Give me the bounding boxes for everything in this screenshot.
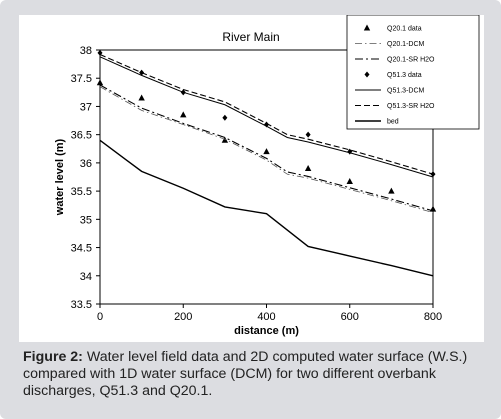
series-q20-1-data-point (96, 79, 104, 86)
x-tick-label: 800 (424, 311, 442, 323)
series-q20-1-data-point (304, 165, 312, 172)
x-tick-label: 600 (341, 311, 359, 323)
legend-q20-1-dcm-label: Q20.1-DCM (387, 41, 425, 48)
x-axis-label: distance (m) (234, 325, 299, 337)
legend-q20-1-data-label: Q20.1 data (387, 26, 422, 33)
series-bed-line (99, 139, 434, 277)
figure-caption: Figure 2: Water level field data and 2D … (23, 349, 493, 400)
y-tick-label: 36 (80, 158, 92, 170)
y-tick-label: 33.5 (71, 299, 92, 311)
caption-text: Water level field data and 2D computed w… (23, 349, 468, 399)
series-q20-1-sr-h2o-line (99, 84, 434, 212)
legend-box (346, 15, 480, 130)
series-q51-3-data-point (97, 49, 103, 56)
chart-svg: 33.5 34 34.5 35 35.5 36 36.5 37 37.5 38 0 200 400 600… (54, 15, 480, 337)
y-axis-label: water level (m) (54, 138, 66, 216)
y-tick-label: 35 (80, 214, 92, 226)
series-q20-1-data-point (388, 187, 395, 194)
legend-q51-3-data-label: Q51.3 data (387, 72, 422, 79)
legend-q20-1-sr-h2o-label: Q20.1-SR H2O (387, 57, 435, 64)
x-tick-label: 200 (174, 311, 192, 323)
series-q51-3-sr-h2o-line (99, 54, 434, 175)
legend-q51-3-sr-h2o-label: Q51.3-SR H2O (387, 103, 435, 110)
y-tick-label: 35.5 (71, 186, 92, 198)
y-tick-label: 37 (80, 101, 92, 113)
caption-label: Figure 2: (23, 349, 83, 365)
series-q20-1-data-point (180, 111, 187, 118)
series-q20-1-data-point (221, 136, 229, 143)
series-q51-3-dcm-line (99, 56, 434, 178)
chart-area: 33.5 34 34.5 35 35.5 36 36.5 37 37.5 38 0 200 400 600… (19, 15, 484, 342)
series-q20-1-data-point (346, 178, 353, 185)
y-tick-label: 38 (80, 45, 92, 57)
series-q20-1-dcm-line (99, 86, 434, 213)
y-tick-label: 36.5 (71, 130, 92, 142)
x-tick-label: 0 (97, 311, 103, 323)
chart-title: River Main (222, 30, 279, 44)
y-tick-label: 37.5 (71, 73, 92, 85)
legend-q51-3-dcm-label: Q51.3-DCM (387, 88, 425, 95)
y-tick-label: 34 (80, 271, 92, 283)
series-q51-3-data-point (222, 114, 228, 121)
series-q20-1-data-point (263, 148, 270, 155)
series-q20-1-data-point (138, 94, 145, 101)
x-tick-label: 400 (257, 311, 275, 323)
series-q51-3-data-point (305, 131, 311, 138)
legend-bed-label: bed (387, 119, 399, 126)
legend-q20-1-data-marker (363, 24, 371, 31)
legend-q51-3-data-marker (364, 71, 370, 78)
y-tick-label: 34.5 (71, 243, 92, 255)
